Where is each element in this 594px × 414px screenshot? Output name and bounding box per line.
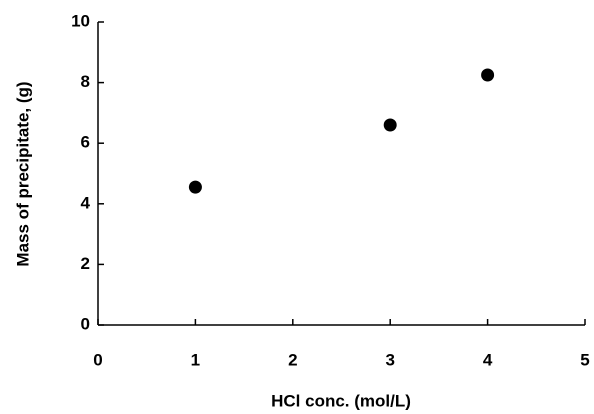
x-tick-label: 1: [191, 350, 200, 369]
x-axis-label: HCl conc. (mol/L): [271, 391, 411, 410]
point: [188, 180, 202, 194]
y-tick-label: 2: [81, 254, 90, 273]
x-tick-label: 4: [483, 350, 493, 369]
y-tick-label: 8: [81, 72, 90, 91]
y-axis-label: Mass of precipitate, (g): [13, 81, 32, 266]
y-tick-label: 4: [81, 193, 91, 212]
point: [383, 118, 397, 132]
y-tick-label: 10: [71, 11, 90, 30]
x-tick-label: 3: [385, 350, 394, 369]
x-tick-label: 2: [288, 350, 297, 369]
y-tick-label: 6: [81, 133, 90, 152]
x-tick-label: 0: [93, 350, 102, 369]
point: [481, 68, 495, 82]
y-tick-label: 0: [81, 314, 90, 333]
x-tick-label: 5: [580, 350, 589, 369]
